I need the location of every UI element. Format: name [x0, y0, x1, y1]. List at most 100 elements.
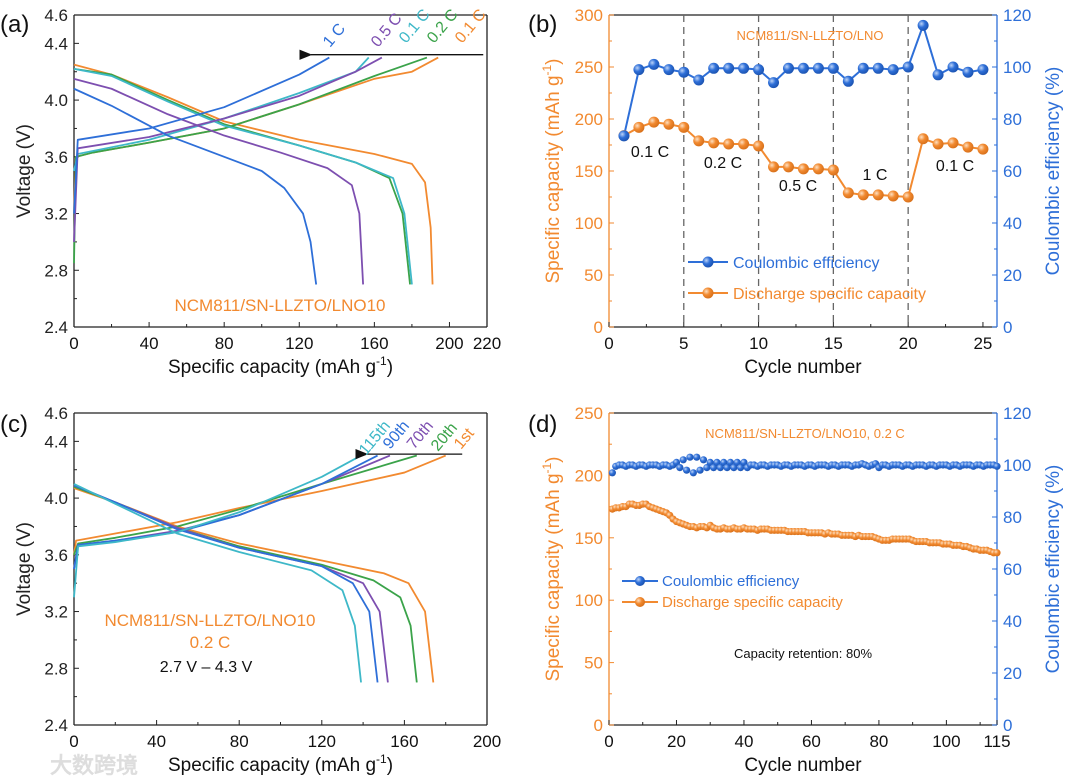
voltage-window: 2.7 V – 4.3 V	[160, 659, 253, 676]
ce-point	[932, 69, 944, 81]
ce-point	[693, 453, 701, 461]
capacity-point	[753, 140, 765, 152]
ce-point	[618, 130, 630, 142]
x-tick-label: 5	[679, 334, 688, 353]
x-tick-label: 160	[360, 334, 388, 353]
curve-discharge-1st	[73, 487, 435, 683]
x-axis-label-end: )	[387, 755, 393, 776]
series-label: 0.1 C	[452, 6, 490, 46]
chart-title: NCM811/SN-LLZTO/LNO10	[175, 296, 386, 315]
chart-title: NCM811/SN-LLZTO/LNO10	[105, 611, 316, 630]
curve-discharge-0.1C	[73, 63, 434, 285]
chart-title: NCM811/SN-LLZTO/LNO10, 0.2 C	[705, 426, 905, 441]
y-tick-label: 4.4	[44, 34, 68, 53]
panel-c: (c) 0 40 80 120 160 200 2.4 2.8 3.2 3.6 4.0 4.4 4.6 Sp…	[0, 404, 501, 776]
y-tick-label: 2.8	[44, 261, 68, 280]
ce-point	[726, 458, 735, 466]
capacity-point	[887, 190, 899, 202]
watermark: 大数跨境	[50, 753, 138, 778]
ce-point	[679, 456, 687, 464]
x-tick-label: 25	[973, 334, 992, 353]
panel-letter: (a)	[0, 11, 29, 38]
x-axis-label: Cycle number	[744, 755, 862, 776]
series-label: 0.2 C	[424, 6, 462, 46]
ce-point	[713, 458, 721, 466]
legend-marker	[635, 576, 645, 586]
legend-marker	[702, 287, 714, 299]
y-axis-label-end: )	[543, 58, 564, 64]
x-axis-label: Cycle number	[744, 357, 862, 378]
panel-b: (b)0 5 10 15 20 25050100150200250300020406080…	[528, 6, 1064, 378]
ce-point	[730, 464, 738, 472]
panel-a: (a) 0 40 80 120 160 200 220 2.4 2.8 3.2 3.6 4.0 4.4 4.…	[0, 6, 501, 378]
ce-point	[827, 62, 839, 74]
curve-discharge-1C	[73, 87, 318, 285]
x-axis-label: Specific capacity (mAh g-1)	[168, 752, 393, 776]
y-tick-label: 250	[575, 58, 603, 77]
legend-label: Discharge specific capacity	[733, 286, 926, 303]
panel-d: (d)0 20 40 60 80 100 1150501001502002500204060…	[528, 404, 1064, 776]
legend-marker	[635, 597, 645, 607]
curve-discharge-0.2C	[73, 68, 411, 285]
rate-label: 0.1 C	[631, 144, 669, 161]
ce-point	[962, 66, 974, 78]
curve-discharge-0.1C	[73, 68, 413, 285]
capacity-point	[872, 189, 884, 201]
ce-point	[782, 62, 794, 74]
y2-tick-label: 100	[1003, 456, 1031, 475]
y-tick-label: 300	[575, 6, 603, 25]
ce-point	[678, 66, 690, 78]
curve-charge-0.5C	[73, 56, 383, 242]
legend-label: Coulombic efficiency	[662, 573, 800, 590]
curve-charge-115th	[73, 454, 362, 598]
x-tick-label: 40	[140, 334, 159, 353]
panel-letter: (c)	[0, 411, 28, 438]
y-axis-label-end: )	[543, 456, 564, 462]
y2-tick-label: 100	[1003, 58, 1031, 77]
ce-point	[857, 62, 869, 74]
ce-point	[716, 464, 724, 472]
panel-letter: (b)	[528, 11, 557, 38]
ce-point	[709, 464, 718, 472]
rate-label: 0.2 C	[704, 155, 742, 172]
ce-point	[699, 456, 708, 464]
ce-point	[917, 19, 929, 31]
ce-point	[733, 458, 741, 466]
x-axis-label-sup: -1	[376, 752, 387, 766]
y-tick-label: 250	[575, 404, 603, 423]
ce-point	[708, 62, 720, 74]
ce-point	[706, 458, 714, 466]
y2-axis-label: Coulombic efficiency (%)	[1043, 67, 1064, 276]
x-tick-label: 0	[69, 334, 78, 353]
y2-tick-label: 120	[1003, 404, 1031, 423]
capacity-point	[663, 118, 675, 130]
y-tick-label: 0	[594, 716, 603, 735]
capacity-point	[857, 189, 869, 201]
x-tick-label: 0	[604, 334, 613, 353]
y-tick-label: 0	[594, 318, 603, 337]
x-tick-label: 80	[230, 732, 249, 751]
ce-point	[887, 64, 899, 76]
x-tick-label: 15	[824, 334, 843, 353]
y-tick-label: 200	[575, 110, 603, 129]
capacity-point	[812, 163, 824, 175]
x-tick-label: 115	[983, 732, 1010, 751]
legend-label: Coulombic efficiency	[733, 255, 879, 272]
x-tick-label: 40	[147, 732, 166, 751]
y-tick-label: 150	[575, 529, 603, 548]
x-axis-label-text: Specific capacity (mAh g	[168, 357, 376, 378]
y-axis-label: Voltage (V)	[14, 522, 35, 616]
capacity-point	[993, 549, 1001, 557]
ce-point	[736, 464, 745, 472]
ce-point	[797, 62, 809, 74]
y2-tick-label: 120	[1003, 6, 1031, 25]
ce-point	[947, 61, 959, 73]
y2-tick-label: 0	[1003, 716, 1012, 735]
legend-marker	[702, 256, 714, 268]
ce-point	[738, 62, 750, 74]
ce-point	[812, 62, 824, 74]
y-tick-label: 50	[584, 654, 603, 673]
x-tick-label: 0	[69, 732, 78, 751]
y-axis-label-text: Specific capacity (mAh g	[543, 473, 564, 681]
y-tick-label: 100	[575, 214, 603, 233]
